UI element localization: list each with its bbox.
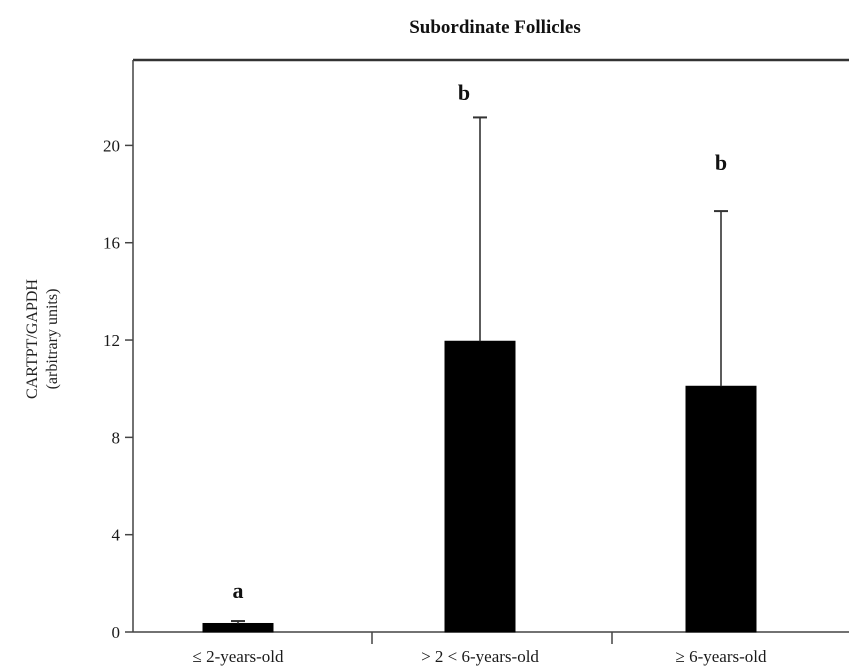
chart-title: Subordinate Follicles	[409, 17, 581, 38]
category-label: ≤ 2-years-old	[193, 647, 284, 666]
bars	[202, 340, 757, 633]
significance-labels: a b b	[233, 80, 728, 603]
category-label: > 2 < 6-years-old	[421, 647, 539, 666]
bar	[685, 385, 757, 633]
y-axis-label-line2: (arbitrary units)	[44, 289, 61, 390]
y-tick-label: 12	[103, 331, 120, 350]
category-labels: ≤ 2-years-old > 2 < 6-years-old ≥ 6-years-…	[193, 647, 767, 666]
y-tick-label: 8	[112, 428, 121, 447]
y-tick-label: 4	[112, 526, 121, 545]
bar	[444, 340, 516, 633]
error-bars	[231, 116, 728, 624]
bar	[202, 622, 274, 633]
significance-label: b	[458, 80, 470, 105]
x-ticks	[371, 632, 613, 644]
category-label: ≥ 6-years-old	[676, 647, 767, 666]
significance-label: b	[715, 150, 727, 175]
y-axis-label-line1: CARTPT/GAPDH	[24, 279, 41, 399]
y-tick-label: 20	[103, 136, 120, 155]
y-tick-label: 0	[112, 623, 121, 642]
significance-label: a	[233, 578, 244, 603]
y-ticks: 0 4 8 12 16 20	[103, 136, 133, 642]
y-tick-label: 16	[103, 234, 120, 253]
